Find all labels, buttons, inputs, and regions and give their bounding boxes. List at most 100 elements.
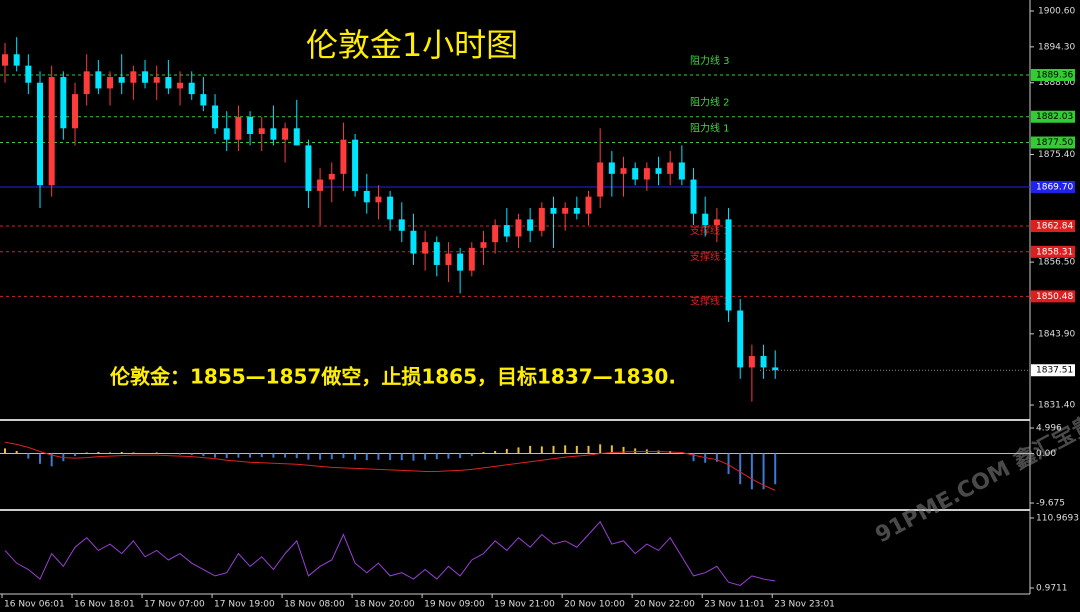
level-label: 阻力线 3 <box>690 54 730 67</box>
candle-body <box>410 230 417 254</box>
x-tick-label: 19 Nov 09:00 <box>424 600 485 610</box>
x-tick-label: 23 Nov 23:01 <box>774 600 835 610</box>
chart-title: 伦敦金1小时图 <box>306 26 518 64</box>
level-box <box>1031 180 1075 193</box>
candle-body <box>398 219 405 231</box>
macd-tick-label: -9.675 <box>1036 499 1065 509</box>
candle-body <box>200 94 207 106</box>
candle-body <box>503 225 510 237</box>
candle-body <box>165 77 172 89</box>
candle-body <box>37 82 44 186</box>
x-tick-label: 17 Nov 19:00 <box>214 600 275 610</box>
candle-body <box>107 77 114 89</box>
watermark: 91PME.COM 鑫汇宝贵金属 <box>871 390 1080 548</box>
level-box <box>1031 136 1075 149</box>
level-box <box>1031 290 1075 303</box>
y-tick-label: 1856.50 <box>1038 258 1075 268</box>
candle-body <box>445 253 452 265</box>
macd-signal <box>4 441 776 491</box>
x-tick-label: 20 Nov 10:00 <box>564 600 625 610</box>
candle-body <box>550 208 557 214</box>
candle-body <box>118 77 125 83</box>
candle-body <box>387 196 394 220</box>
oscillator-line <box>4 520 776 586</box>
level-value: 1869.70 <box>1036 182 1073 192</box>
candle-body <box>655 168 662 174</box>
candle-body <box>328 173 335 180</box>
level-value: 1877.50 <box>1036 138 1073 148</box>
y-tick-label: 1843.90 <box>1038 329 1075 339</box>
x-tick-label: 23 Nov 11:01 <box>704 600 765 610</box>
candle-body <box>515 219 522 237</box>
candle-body <box>737 310 744 368</box>
candle-body <box>188 82 195 95</box>
candle-body <box>13 54 20 66</box>
candle-body <box>608 162 615 174</box>
candle-body <box>247 116 254 134</box>
candle-body <box>422 242 429 254</box>
candle-body <box>748 356 755 368</box>
x-tick-label: 19 Nov 21:00 <box>494 600 555 610</box>
candle-body <box>352 139 359 191</box>
candle-body <box>72 94 79 129</box>
level-box <box>1031 245 1075 258</box>
y-tick-label: 1831.40 <box>1038 401 1075 411</box>
candle-body <box>492 225 499 243</box>
y-tick-label: 1894.30 <box>1038 42 1075 52</box>
candle-body <box>340 139 347 174</box>
candle-body <box>270 128 277 140</box>
level-value: 1862.84 <box>1036 222 1073 232</box>
level-value: 1882.03 <box>1036 112 1073 122</box>
candle-body <box>223 128 230 140</box>
annotation: 伦敦金：1855—1857做空，止损1865，目标1837—1830. <box>110 365 676 389</box>
candle-body <box>597 162 604 197</box>
x-tick-label: 20 Nov 22:00 <box>634 600 695 610</box>
level-value: 1889.36 <box>1036 70 1073 80</box>
x-tick-label: 16 Nov 18:01 <box>74 600 135 610</box>
macd-tick-label: 0.00 <box>1036 449 1056 459</box>
candle-body <box>632 168 639 180</box>
candle-body <box>2 54 8 66</box>
candle-body <box>95 71 102 89</box>
candle-body <box>772 367 779 371</box>
candle-body <box>585 196 592 214</box>
candle-body <box>620 168 627 174</box>
x-tick-label: 18 Nov 08:00 <box>284 600 345 610</box>
candle-body <box>317 179 324 191</box>
candle-body <box>457 253 464 271</box>
candle-body <box>643 168 650 180</box>
osc-tick-label: 0.9711 <box>1036 583 1068 593</box>
level-label: 阻力线 1 <box>690 122 730 135</box>
candle-body <box>468 247 475 271</box>
x-tick-label: 18 Nov 20:00 <box>354 600 415 610</box>
candle-body <box>142 71 149 83</box>
y-tick-label: 1888.00 <box>1038 78 1075 88</box>
candle-body <box>363 190 370 203</box>
y-tick-label: 1900.60 <box>1038 6 1075 16</box>
current-price-label: 1837.51 <box>1036 366 1073 376</box>
candle-body <box>713 219 720 226</box>
candle-body <box>83 71 90 95</box>
candle-body <box>678 162 685 180</box>
y-tick-label: 1875.40 <box>1038 150 1075 160</box>
candle-body <box>375 196 382 203</box>
x-tick-label: 16 Nov 06:01 <box>4 600 65 610</box>
candle-body <box>153 77 160 83</box>
candle-body <box>667 162 674 174</box>
candle-body <box>212 105 219 129</box>
level-label: 阻力线 2 <box>690 96 730 109</box>
osc-tick-label: 110.9693 <box>1036 513 1079 523</box>
x-tick-label: 17 Nov 07:00 <box>144 600 205 610</box>
candle-body <box>573 208 580 214</box>
level-value: 1850.48 <box>1036 292 1073 302</box>
candle-body <box>690 179 697 214</box>
level-box <box>1031 110 1075 123</box>
candle-body <box>725 219 732 311</box>
candle-body <box>760 356 767 368</box>
candle-body <box>562 208 569 214</box>
candle-body <box>538 208 545 231</box>
macd-tick-label: 4.996 <box>1036 423 1062 433</box>
candle-body <box>235 116 242 140</box>
candle-body <box>60 77 67 129</box>
